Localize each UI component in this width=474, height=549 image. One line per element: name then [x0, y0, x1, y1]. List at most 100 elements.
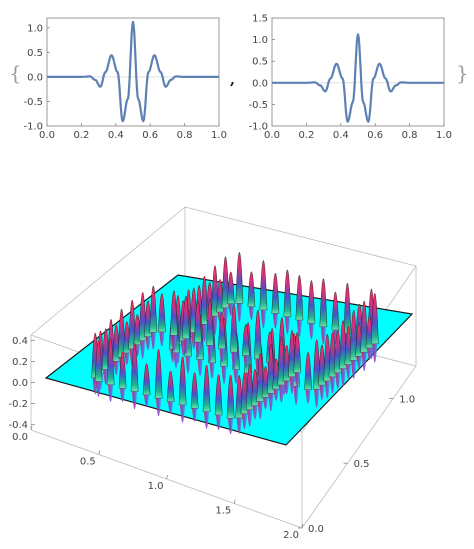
surface-peak: [293, 332, 302, 373]
surface-peak: [158, 293, 166, 333]
y-tick-label: 0.0: [252, 78, 268, 89]
surface-peak: [106, 338, 115, 385]
surface-peak: [206, 299, 214, 346]
surface-peak: [226, 271, 235, 304]
surface-trough: [113, 361, 119, 375]
x-tick-label: 0.0: [264, 130, 280, 141]
surface-peak: [283, 269, 292, 317]
surface-trough: [243, 355, 249, 368]
surface-peak: [118, 351, 127, 389]
x-tick-label: 0.0: [39, 130, 55, 141]
surface-trough: [247, 409, 253, 427]
surface-peak: [178, 356, 187, 406]
x-tick-label: 1.0: [148, 481, 164, 492]
surface-peak: [242, 323, 250, 356]
plot-frame: [46, 17, 220, 127]
z-tick-label: 0.4: [12, 336, 28, 347]
z-tick-label: 0.2: [12, 357, 28, 368]
surface-trough: [314, 389, 320, 408]
surface-trough: [212, 316, 218, 335]
surface-trough: [260, 310, 266, 329]
series-line: [47, 20, 219, 123]
x-tick-mark: [301, 523, 304, 529]
x-tick-label: 0.2: [298, 130, 314, 141]
surface-trough: [284, 316, 290, 335]
x-tick-label: 0.4: [333, 130, 349, 141]
surface-peak: [202, 364, 211, 412]
surface-peak: [254, 309, 262, 359]
series-line: [272, 33, 444, 123]
surface-trough: [140, 340, 146, 359]
surface-trough: [228, 418, 234, 435]
surface-trough: [171, 335, 177, 353]
z-tick-label: -0.2: [8, 399, 28, 410]
x-tick-label: 0.5: [80, 457, 96, 468]
surface-trough: [144, 394, 150, 407]
surface-trough: [289, 376, 295, 394]
ridge-band-back: [168, 252, 379, 408]
surface-peak: [182, 296, 190, 339]
surface-trough: [201, 324, 207, 343]
surface-trough: [108, 384, 114, 402]
surface-trough: [228, 303, 234, 316]
x-tick-label: 1.5: [215, 506, 231, 517]
surface-trough: [257, 401, 263, 420]
x-tick-mark: [98, 450, 101, 455]
list-separator: ,: [230, 72, 235, 88]
surface-trough: [173, 352, 179, 368]
x-tick-label: 1.0: [436, 130, 452, 141]
surface-trough: [263, 397, 269, 410]
surface-peak: [307, 280, 316, 324]
surface-trough: [219, 348, 225, 363]
wavelet-plot-right: 0.0 0.2 0.4 0.6 0.8 1.0 -1.0 -0.5 0.0 0.5 1.0 1.5: [248, 14, 451, 142]
surface-3d-plot: 0.40.20.0-0.2-0.40.00.51.01.52.00.00.51.…: [8, 206, 417, 541]
surface-trough: [319, 385, 325, 401]
surface-trough: [242, 413, 247, 430]
surface-trough: [268, 393, 274, 412]
surface-trough: [252, 405, 258, 420]
surface-peak: [370, 293, 379, 345]
x-tick-mark: [233, 499, 236, 504]
y-tick-label: 0.0: [27, 72, 43, 83]
surface-peak: [214, 374, 223, 416]
surface-peak: [235, 252, 244, 304]
surface-trough: [335, 372, 341, 389]
surface-trough: [361, 352, 367, 372]
z-tick-label: 0.0: [12, 378, 28, 389]
surface-trough: [236, 303, 242, 323]
x-tick-label: 2.0: [283, 530, 299, 541]
surface-trough: [305, 389, 311, 404]
surface-trough: [168, 401, 174, 414]
surface-trough: [345, 364, 351, 379]
surface-trough: [195, 342, 201, 358]
y-tick-label: 0.5: [27, 48, 43, 59]
surface-trough: [120, 388, 126, 402]
surface-trough: [284, 380, 290, 395]
surface-trough: [356, 356, 362, 369]
close-brace: }: [456, 61, 469, 85]
surface-trough: [185, 356, 191, 374]
x-tick-label: 0.2: [73, 130, 89, 141]
surface-trough: [367, 348, 372, 361]
y-tick-label: 0.0: [308, 524, 324, 535]
surface-peak: [319, 278, 328, 327]
open-brace: {: [9, 61, 22, 85]
y-tick-label: 0.5: [252, 57, 268, 68]
plot-frame: [271, 17, 445, 127]
surface-trough: [180, 404, 186, 423]
surface-trough: [132, 391, 138, 410]
surface-peak: [230, 303, 238, 353]
surface-trough: [330, 376, 336, 394]
surface-trough: [124, 353, 130, 365]
surface-trough: [216, 415, 222, 431]
surface-peak: [271, 273, 280, 314]
surface-peak: [218, 312, 226, 349]
surface-trough: [156, 398, 162, 417]
surface-trough: [372, 343, 378, 363]
y-tick-label: -1.0: [23, 122, 43, 133]
surface-trough: [197, 359, 203, 377]
y-tick-label: 1.0: [252, 35, 268, 46]
x-tick-mark: [166, 474, 168, 480]
surface-trough: [324, 381, 330, 399]
wavelet-plot-left: 0.0 0.2 0.4 0.6 0.8 1.0 -1.0 -0.5 0.0 0.5 1.0: [23, 17, 227, 141]
